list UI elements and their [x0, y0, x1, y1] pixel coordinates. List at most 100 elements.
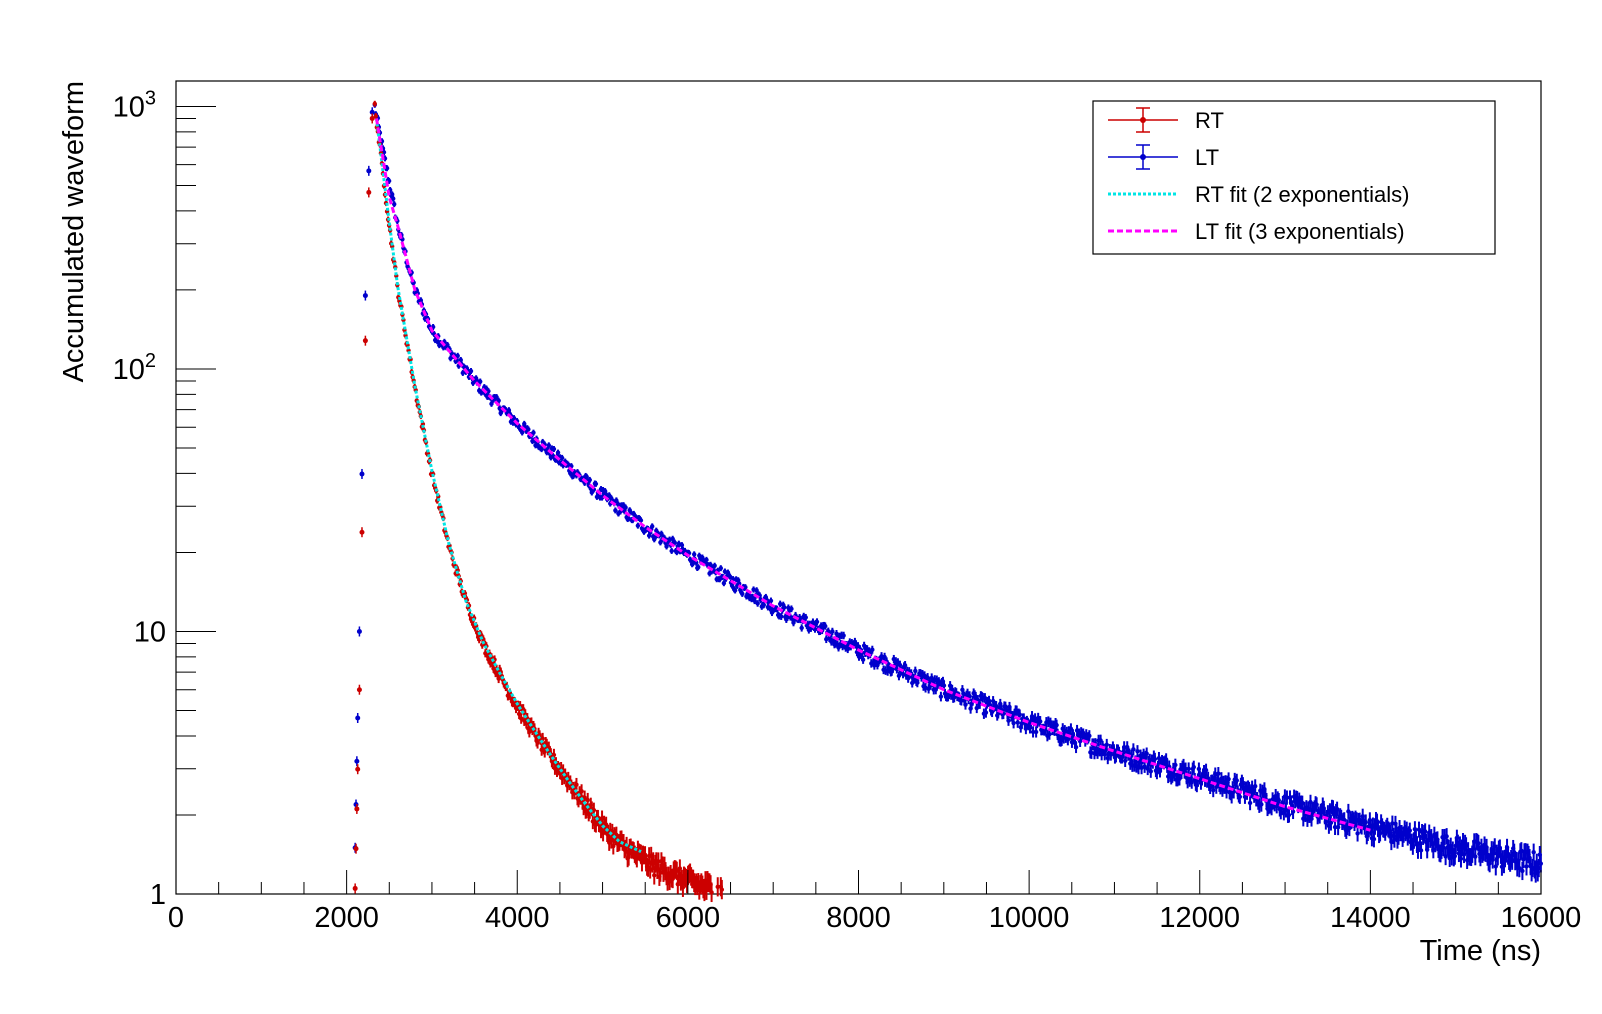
data-point	[354, 758, 360, 764]
data-point	[638, 518, 644, 523]
data-point	[366, 168, 372, 174]
data-point	[559, 455, 565, 461]
data-point	[366, 189, 372, 195]
y-axis-title: Accumulated waveform	[58, 81, 90, 382]
data-point	[704, 557, 709, 563]
data-point	[352, 885, 358, 891]
data-point	[1444, 834, 1449, 839]
data-point	[1122, 758, 1128, 763]
data-point	[551, 446, 557, 452]
legend-entry: RT	[1108, 107, 1224, 133]
data-point	[535, 740, 540, 745]
data-point	[913, 668, 918, 674]
data-point	[949, 687, 955, 692]
x-tick-label: 4000	[485, 902, 550, 934]
data-point	[1073, 744, 1079, 750]
data-point	[1531, 849, 1536, 855]
legend-label: LT fit (3 exponentials)	[1195, 219, 1405, 244]
data-point	[1418, 848, 1424, 853]
data-point	[938, 694, 944, 699]
data-point	[1135, 748, 1140, 754]
x-tick-label: 6000	[656, 902, 721, 934]
data-point	[518, 716, 524, 721]
data-point	[1125, 744, 1130, 750]
data-point	[546, 443, 552, 448]
data-point	[1247, 800, 1253, 806]
data-point	[779, 614, 784, 619]
y-tick-label: 102	[113, 350, 156, 386]
data-point	[691, 552, 697, 557]
data-point	[823, 623, 828, 629]
legend-marker	[1140, 154, 1146, 160]
data-point	[672, 540, 677, 545]
x-tick-label: 16000	[1501, 902, 1582, 934]
y-tick-label: 1	[150, 879, 166, 911]
legend-entry: LT	[1108, 144, 1219, 170]
data-point	[1290, 809, 1296, 814]
x-tick-label: 0	[168, 902, 184, 934]
data-point	[1520, 868, 1525, 874]
data-point	[455, 353, 460, 359]
data-point	[587, 477, 592, 483]
data-point	[789, 606, 794, 612]
data-point	[652, 873, 657, 878]
data-point	[860, 657, 866, 662]
data-point	[727, 574, 733, 579]
data-point	[1142, 764, 1147, 769]
legend-label: RT	[1195, 108, 1224, 133]
data-point	[373, 113, 379, 119]
legend-label: RT fit (2 exponentials)	[1195, 182, 1409, 207]
rt-fit-curve	[375, 118, 642, 853]
data-point	[635, 523, 641, 528]
data-point	[384, 166, 390, 171]
data-point	[941, 683, 947, 688]
data-point	[1186, 766, 1191, 772]
data-point	[1253, 783, 1258, 789]
data-point	[1030, 729, 1036, 735]
data-point	[1234, 778, 1239, 783]
lt-fit-curve	[375, 118, 1371, 832]
data-point	[799, 625, 804, 631]
data-point	[696, 564, 701, 570]
data-point	[356, 628, 362, 634]
data-point	[1286, 812, 1292, 818]
data-point	[391, 196, 396, 201]
data-point	[1237, 794, 1243, 800]
data-point	[1173, 762, 1178, 768]
data-point	[1017, 712, 1022, 717]
data-point	[915, 680, 920, 685]
x-axis-title: Time (ns)	[1420, 935, 1541, 967]
data-point	[1328, 820, 1334, 825]
data-point	[1458, 856, 1464, 861]
data-point	[963, 702, 968, 707]
data-point	[1131, 747, 1136, 752]
data-point	[1087, 733, 1092, 739]
data-point	[1424, 847, 1430, 853]
data-point	[551, 752, 557, 758]
data-point	[355, 715, 361, 721]
data-point	[1363, 820, 1368, 825]
legend: RT LT RT fit (2 exponentials) LT fit (3 exp…	[1092, 100, 1496, 255]
data-point	[814, 619, 820, 625]
data-point	[1189, 779, 1194, 785]
data-point	[743, 585, 748, 590]
data-point	[519, 430, 525, 435]
data-point	[362, 338, 368, 344]
legend-items: RT LT RT fit (2 exponentials) LT fit (3 exp…	[1108, 107, 1409, 244]
data-point	[486, 388, 491, 394]
data-point	[1284, 795, 1290, 800]
data-point	[1259, 802, 1264, 807]
data-point	[584, 474, 589, 480]
x-tick-label: 14000	[1330, 902, 1411, 934]
data-point	[526, 427, 531, 432]
data-point	[732, 588, 738, 593]
data-point	[1416, 827, 1422, 832]
data-point	[1524, 864, 1529, 869]
data-point	[353, 802, 359, 808]
data-point	[669, 548, 674, 554]
data-point	[540, 736, 545, 741]
data-point	[755, 601, 760, 606]
data-point	[1422, 829, 1428, 834]
legend-entry: RT fit (2 exponentials)	[1108, 182, 1409, 207]
